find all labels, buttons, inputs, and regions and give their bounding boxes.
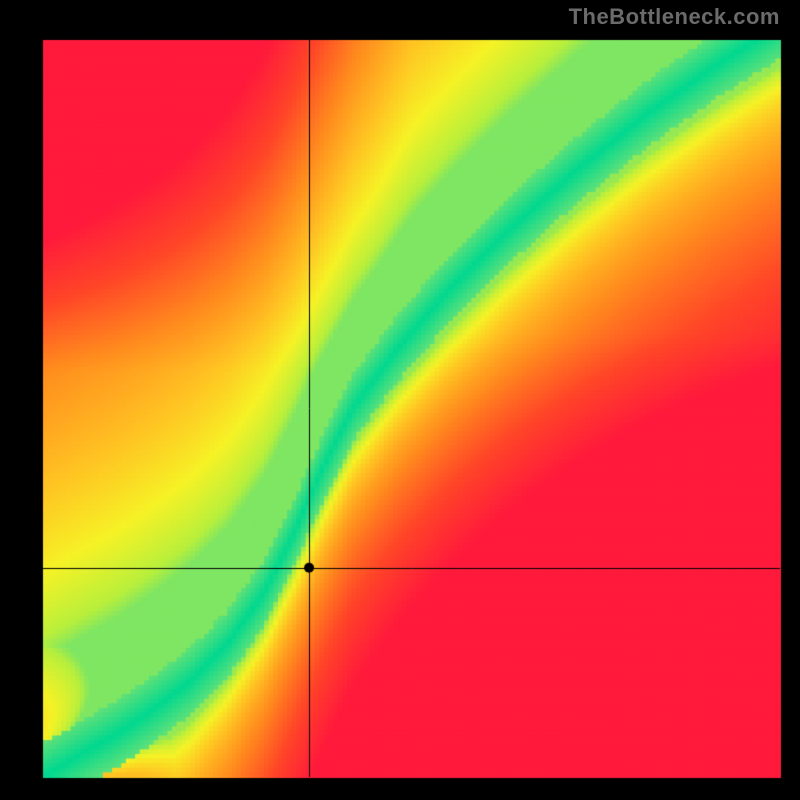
watermark-text: TheBottleneck.com [569,4,780,30]
chart-container: TheBottleneck.com [0,0,800,800]
heatmap-canvas [0,0,800,800]
